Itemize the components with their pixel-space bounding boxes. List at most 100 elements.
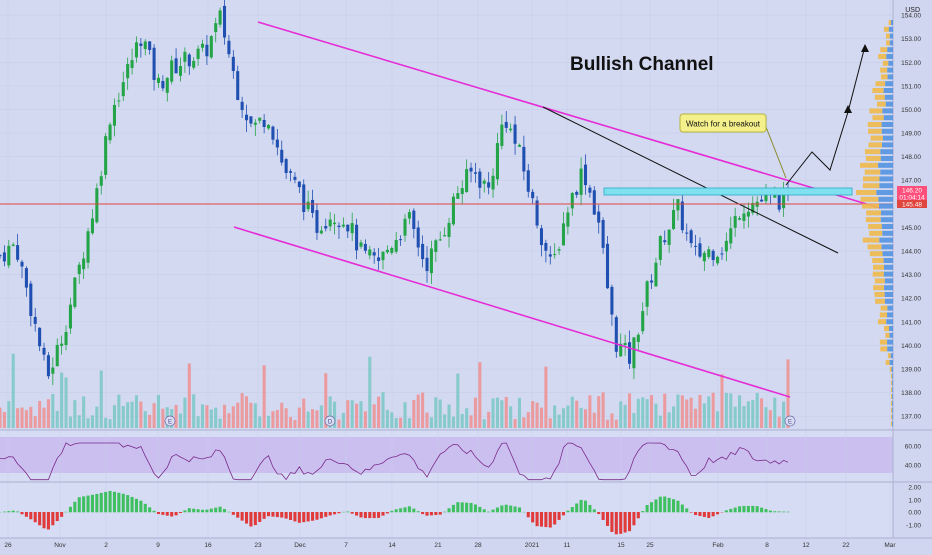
macd-bar	[47, 512, 50, 529]
macd-bar	[131, 497, 134, 512]
candle-body	[399, 239, 402, 240]
volume-bar	[558, 415, 561, 428]
price-tick-label: 148.00	[901, 154, 921, 161]
candle-body	[615, 317, 618, 352]
macd-bar	[500, 505, 503, 512]
volume-bar	[69, 416, 72, 428]
rsi-tick-label: 60.00	[905, 444, 922, 451]
candle-body	[16, 245, 19, 260]
volume-profile-bar	[887, 47, 893, 52]
volume-bar	[91, 415, 94, 428]
candle-body	[315, 210, 318, 233]
time-tick-label: 2021	[525, 542, 540, 549]
volume-profile-bar	[891, 414, 892, 419]
macd-bar	[725, 510, 728, 512]
candle-body	[65, 332, 68, 345]
volume-bar	[192, 394, 195, 428]
macd-bar	[782, 512, 785, 513]
volume-bar	[773, 398, 776, 428]
volume-bar	[381, 392, 384, 428]
volume-bar	[417, 395, 420, 428]
candle-body	[60, 344, 63, 346]
time-tick-label: 8	[765, 542, 769, 549]
macd-bar	[641, 511, 644, 512]
candle-body	[342, 225, 345, 227]
macd-bar	[386, 512, 389, 513]
price-tick-label: 150.00	[901, 107, 921, 114]
macd-bar	[756, 506, 759, 512]
volume-bar	[307, 412, 310, 428]
volume-bar	[73, 400, 76, 428]
volume-profile-bar	[885, 81, 893, 86]
volume-bar	[311, 409, 314, 428]
candle-body	[161, 81, 164, 88]
macd-bar	[778, 511, 781, 512]
candle-body	[100, 176, 103, 186]
volume-bar	[377, 397, 380, 428]
macd-bar	[122, 494, 125, 513]
candle-body	[395, 240, 398, 252]
macd-bar	[566, 511, 569, 513]
candle-body	[685, 233, 688, 234]
candle-body	[597, 212, 600, 223]
macd-bar	[192, 509, 195, 513]
volume-profile-bar	[863, 183, 880, 188]
macd-bar	[183, 510, 186, 512]
rsi-band	[0, 437, 893, 473]
candle-body	[430, 249, 433, 274]
macd-bar	[553, 512, 556, 524]
macd-bar	[232, 512, 235, 515]
volume-profile-bar	[866, 156, 881, 161]
volume-profile-bar	[886, 360, 890, 365]
volume-bar	[157, 395, 160, 428]
volume-bar	[580, 408, 583, 428]
macd-bar	[307, 512, 310, 521]
volume-profile-bar	[884, 27, 889, 32]
volume-bar	[82, 396, 85, 428]
macd-tick-label: 1.00	[908, 498, 921, 505]
volume-bar	[236, 403, 239, 428]
volume-bar	[42, 408, 45, 428]
candle-body	[42, 348, 45, 355]
price-tick-label: 142.00	[901, 296, 921, 303]
volume-profile-bar	[883, 251, 893, 256]
volume-bar	[610, 413, 613, 428]
candle-body	[729, 228, 732, 243]
candle-body	[355, 225, 358, 251]
candle-body	[38, 328, 41, 346]
macd-bar	[549, 512, 552, 528]
volume-bar	[342, 413, 345, 428]
candle-body	[738, 218, 741, 220]
macd-bar	[734, 508, 737, 513]
volume-profile-bar	[891, 408, 892, 413]
volume-bar	[637, 399, 640, 428]
volume-bar	[496, 398, 499, 428]
volume-profile-bar	[878, 319, 886, 324]
candle-body	[289, 171, 292, 173]
candle-body	[505, 122, 508, 128]
candle-body	[276, 140, 279, 148]
volume-bar	[386, 410, 389, 428]
volume-bar	[104, 418, 107, 428]
volume-profile-bar	[888, 353, 891, 358]
volume-bar	[20, 408, 23, 428]
macd-bar	[117, 493, 120, 513]
candle-body	[659, 236, 662, 260]
volume-bar	[474, 398, 477, 428]
volume-profile-bar	[889, 27, 893, 32]
volume-profile-bar	[881, 210, 893, 215]
time-tick-label: 7	[344, 542, 348, 549]
candle-body	[707, 249, 710, 257]
currency-label: USD	[905, 7, 920, 14]
volume-bar	[219, 419, 222, 428]
macd-bar	[399, 508, 402, 512]
volume-bar	[241, 393, 244, 428]
volume-profile-bar	[870, 251, 883, 256]
volume-bar	[505, 397, 508, 428]
volume-profile-bar	[890, 367, 892, 372]
candle-body	[227, 41, 230, 54]
candle-body	[333, 223, 336, 224]
volume-bar	[461, 414, 464, 428]
volume-bar	[245, 396, 248, 428]
